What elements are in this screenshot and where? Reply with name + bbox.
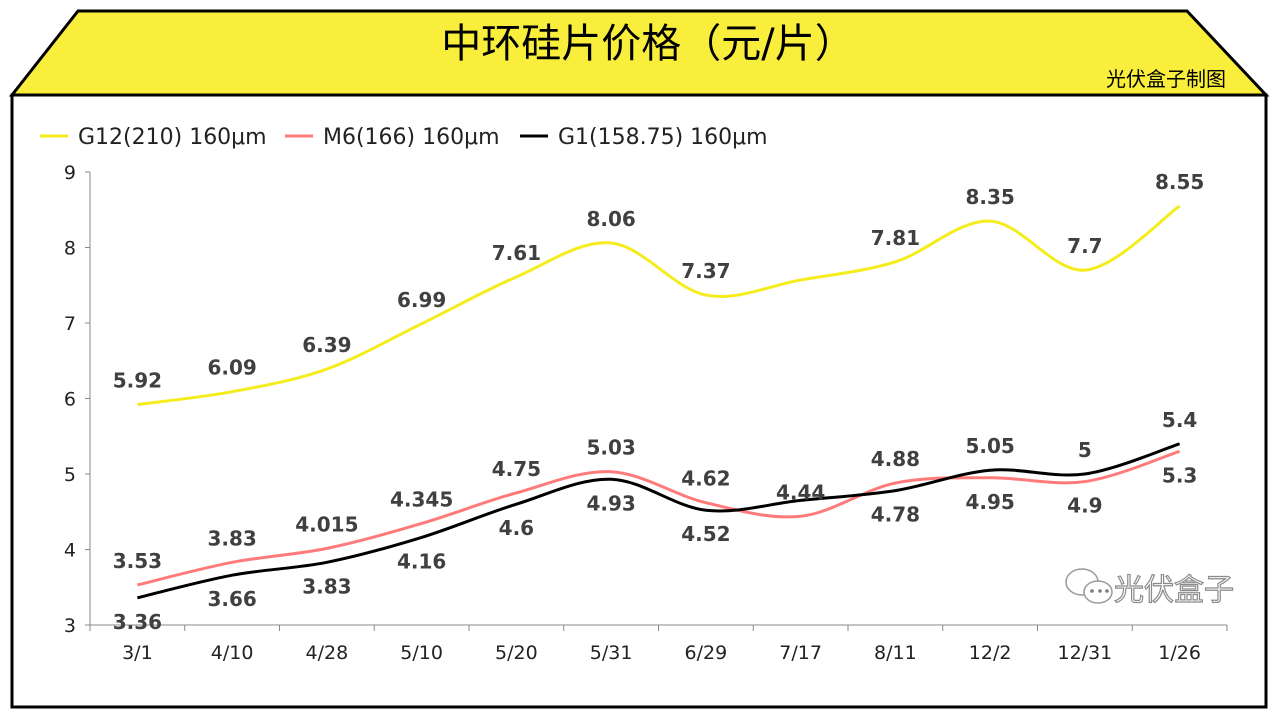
data-label: 6.99 [397, 288, 446, 312]
data-label: 6.09 [207, 356, 256, 380]
data-label: 5.92 [113, 369, 162, 393]
watermark-text: 光伏盒子 [1114, 573, 1234, 608]
x-tick-label: 5/31 [590, 642, 633, 664]
x-tick-label: 4/10 [211, 642, 254, 664]
x-tick-label: 12/2 [969, 642, 1012, 664]
y-tick-label: 4 [64, 540, 76, 562]
data-label: 3.83 [302, 574, 351, 598]
chart-frame [10, 93, 1268, 709]
data-label: 6.39 [302, 333, 351, 357]
data-label: 8.35 [965, 185, 1014, 209]
x-tick-label: 3/1 [122, 642, 153, 664]
y-tick-label: 6 [64, 389, 76, 411]
data-label: 4.44 [776, 480, 825, 504]
data-label: 3.83 [207, 526, 256, 550]
data-label: 5.4 [1162, 408, 1197, 432]
x-tick-label: 5/20 [495, 642, 538, 664]
data-label: 5 [1078, 438, 1092, 462]
legend-label: G12(210) 160μm [78, 125, 267, 150]
data-label: 4.93 [586, 491, 635, 515]
y-tick-label: 7 [64, 313, 76, 335]
y-tick-label: 3 [64, 615, 76, 637]
data-label: 3.53 [113, 549, 162, 573]
legend-label: G1(158.75) 160μm [558, 125, 768, 150]
legend: G12(210) 160μm M6(166) 160μm G1(158.75) 16… [40, 125, 768, 150]
data-label: 4.52 [681, 522, 730, 546]
data-label: 5.05 [965, 434, 1014, 458]
data-label: 4.6 [499, 516, 534, 540]
series-line-0 [137, 204, 1181, 407]
x-tick-label: 6/29 [685, 642, 728, 664]
series-line-2 [137, 442, 1181, 600]
data-label: 4.78 [871, 503, 920, 527]
data-label: 7.61 [492, 241, 541, 265]
data-label: 7.7 [1067, 234, 1102, 258]
x-tick-label: 7/17 [779, 642, 822, 664]
data-label: 4.9 [1067, 494, 1102, 518]
data-label: 4.75 [492, 457, 541, 481]
data-label: 3.66 [207, 587, 256, 611]
wechat-icon [1065, 568, 1113, 604]
data-label: 8.06 [586, 207, 635, 231]
y-tick-label: 8 [64, 238, 76, 260]
data-label: 8.55 [1155, 170, 1204, 194]
legend-label: M6(166) 160μm [323, 125, 500, 150]
axes: 3 4 5 6 7 8 9 3/1 4/10 4/28 5/10 5/20 5/31 6/29 7/17 8/… [64, 162, 1228, 664]
credit-text: 光伏盒子制图 [1106, 67, 1226, 91]
x-tick-label: 8/11 [874, 642, 917, 664]
series-line-1 [137, 449, 1181, 587]
data-label: 4.88 [871, 447, 920, 471]
chart-title: 中环硅片价格（元/片） [441, 21, 854, 67]
x-tick-label: 5/10 [400, 642, 443, 664]
data-label: 5.3 [1162, 463, 1197, 487]
data-label: 4.16 [397, 549, 446, 573]
y-tick-label: 5 [64, 464, 76, 486]
data-labels: 5.92 6.09 6.39 6.99 7.61 8.06 7.37 7.81 8.35 7.7 8… [113, 170, 1205, 634]
data-label: 7.37 [681, 259, 730, 283]
data-label: 4.015 [295, 512, 358, 536]
data-label: 4.62 [681, 467, 730, 491]
data-label: 4.95 [965, 490, 1014, 514]
watermark: 光伏盒子 [1065, 568, 1235, 609]
series-lines [137, 204, 1181, 600]
x-tick-label: 12/31 [1057, 642, 1112, 664]
x-tick-label: 4/28 [306, 642, 349, 664]
data-label: 5.03 [586, 436, 635, 460]
data-label: 4.345 [390, 487, 453, 511]
y-tick-label: 9 [64, 162, 76, 184]
x-tick-label: 1/26 [1158, 642, 1201, 664]
data-label: 3.36 [113, 610, 162, 634]
data-label: 7.81 [871, 226, 920, 250]
